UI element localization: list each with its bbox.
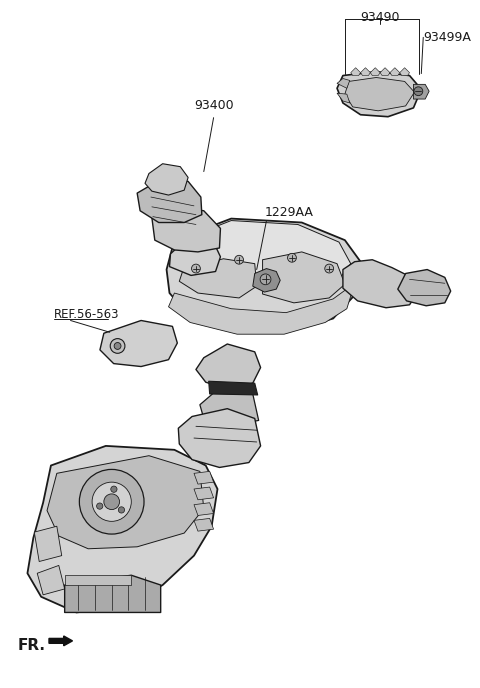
Polygon shape xyxy=(65,575,161,612)
Polygon shape xyxy=(178,409,261,467)
Text: FR.: FR. xyxy=(18,638,46,654)
Circle shape xyxy=(288,253,296,262)
Polygon shape xyxy=(413,85,429,99)
Polygon shape xyxy=(27,446,217,612)
Text: 93499A: 93499A xyxy=(423,31,471,44)
Polygon shape xyxy=(34,526,62,561)
Polygon shape xyxy=(337,72,421,117)
Circle shape xyxy=(192,264,200,273)
Polygon shape xyxy=(390,67,400,76)
Circle shape xyxy=(111,486,117,493)
Polygon shape xyxy=(47,455,204,549)
Polygon shape xyxy=(137,180,202,222)
Polygon shape xyxy=(100,321,177,367)
Polygon shape xyxy=(194,487,214,499)
Text: 93400: 93400 xyxy=(194,99,233,111)
Polygon shape xyxy=(360,67,371,76)
Polygon shape xyxy=(194,471,214,484)
Text: 93490: 93490 xyxy=(360,10,400,23)
Polygon shape xyxy=(400,67,409,76)
Circle shape xyxy=(104,494,120,510)
Polygon shape xyxy=(337,93,350,103)
Polygon shape xyxy=(169,242,220,275)
Polygon shape xyxy=(200,393,259,427)
Polygon shape xyxy=(380,67,390,76)
Polygon shape xyxy=(337,78,350,88)
Circle shape xyxy=(260,274,271,285)
Polygon shape xyxy=(343,260,418,308)
Polygon shape xyxy=(398,270,451,305)
Polygon shape xyxy=(263,252,345,303)
Polygon shape xyxy=(345,78,414,111)
Polygon shape xyxy=(168,283,355,334)
Polygon shape xyxy=(180,259,257,298)
Polygon shape xyxy=(65,575,132,585)
Circle shape xyxy=(92,482,132,522)
Text: 1229AA: 1229AA xyxy=(264,206,313,219)
Polygon shape xyxy=(145,164,188,195)
Polygon shape xyxy=(37,566,65,595)
Polygon shape xyxy=(351,67,360,76)
Circle shape xyxy=(235,255,243,264)
Circle shape xyxy=(325,264,334,273)
Polygon shape xyxy=(167,219,360,332)
Polygon shape xyxy=(194,503,214,515)
Circle shape xyxy=(96,503,103,509)
Polygon shape xyxy=(209,381,258,395)
Text: REF.56-563: REF.56-563 xyxy=(54,308,120,321)
Polygon shape xyxy=(152,207,220,252)
Polygon shape xyxy=(194,518,214,531)
Circle shape xyxy=(118,507,125,513)
Circle shape xyxy=(114,343,121,350)
Circle shape xyxy=(79,469,144,534)
Polygon shape xyxy=(253,268,280,292)
Polygon shape xyxy=(181,221,351,286)
Circle shape xyxy=(414,87,423,96)
Polygon shape xyxy=(196,344,261,389)
Circle shape xyxy=(110,338,125,354)
Polygon shape xyxy=(371,67,380,76)
FancyArrow shape xyxy=(49,636,72,646)
